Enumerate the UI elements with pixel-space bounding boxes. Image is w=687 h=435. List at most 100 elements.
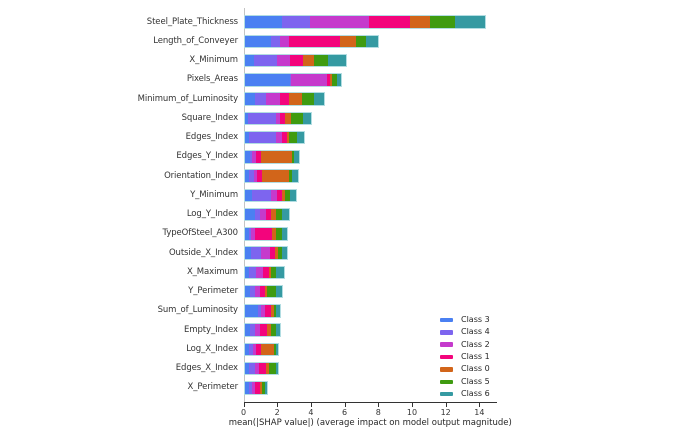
x-tick-label: 14 [474, 407, 485, 417]
bar-segment-class-5 [273, 305, 277, 317]
bar-segment-class-3 [244, 247, 252, 259]
legend-item: Class 5 [440, 377, 490, 387]
legend-swatch-icon [440, 379, 453, 384]
bar-segment-class-3 [244, 228, 249, 240]
bar-segment-class-2 [253, 170, 258, 182]
bar-segment-class-2 [290, 74, 328, 86]
bar-segment-class-3 [244, 285, 250, 298]
bar-segment-class-0 [268, 266, 272, 279]
stacked-bar [243, 362, 280, 376]
bar-segment-class-1 [279, 93, 290, 105]
bar-segment-class-3 [244, 266, 249, 279]
bar-segment-class-1 [369, 16, 410, 28]
stacked-bar [243, 111, 312, 126]
bar-segment-class-1 [258, 362, 266, 375]
bar-segment-class-4 [249, 285, 255, 298]
bar-segment-class-1 [281, 131, 287, 144]
legend-label: Class 4 [461, 327, 490, 337]
bar-segment-class-2 [265, 93, 280, 105]
legend-swatch-icon [440, 367, 453, 372]
bar-segment-class-5 [276, 208, 282, 221]
stacked-bar [243, 381, 269, 395]
x-tick-label: 2 [274, 407, 280, 417]
bar-segment-class-5 [289, 170, 292, 182]
legend-item: Class 4 [440, 327, 490, 337]
bar-segment-class-0 [271, 208, 277, 221]
bar-segment-class-6 [314, 93, 324, 105]
bar-segment-class-2 [252, 382, 256, 394]
feature-label: Edges_Y_Index [176, 151, 238, 162]
bar-segment-class-5 [271, 266, 276, 279]
bar-segment-class-4 [252, 189, 271, 202]
stacked-bar [243, 34, 379, 49]
feature-label: Log_Y_Index [186, 209, 238, 220]
bar-segment-class-6 [275, 266, 285, 279]
bar-segment-class-1 [259, 285, 265, 298]
x-tick-label: 6 [342, 407, 348, 417]
legend-label: Class 5 [461, 376, 490, 386]
bar-segment-class-0 [267, 324, 272, 336]
bar-segment-class-6 [282, 228, 288, 240]
bar-segment-class-4 [253, 54, 278, 67]
bar-segment-class-3 [244, 170, 249, 182]
bar-segment-class-1 [289, 35, 340, 48]
bar-segment-class-6 [264, 382, 268, 394]
bar-segment-class-5 [314, 54, 328, 67]
legend-swatch-icon [440, 317, 453, 323]
bar-segment-class-1 [289, 54, 304, 67]
bar-segment-class-0 [262, 170, 290, 182]
legend-swatch-icon [440, 330, 453, 335]
bar-segment-class-3 [244, 74, 290, 86]
bar-segment-class-1 [269, 247, 275, 259]
stacked-bar [243, 92, 325, 106]
bar-segment-class-5 [289, 131, 297, 144]
legend-label: Class 6 [461, 389, 490, 399]
bar-segment-class-3 [244, 305, 258, 317]
stacked-bar [243, 227, 289, 241]
bar-segment-class-5 [429, 16, 456, 28]
bar-segment-class-5 [276, 228, 283, 240]
bar-segment-class-2 [259, 208, 266, 221]
bar-segment-class-4 [248, 382, 253, 394]
bar-segment-class-1 [263, 266, 269, 279]
bar-segment-class-6 [302, 112, 311, 125]
bar-segment-class-0 [264, 285, 268, 298]
bar-segment-class-2 [251, 228, 255, 240]
feature-label: Empty_Index [184, 324, 238, 335]
bar-segment-class-4 [254, 208, 260, 221]
x-tick [412, 403, 413, 407]
stacked-bar [243, 15, 487, 29]
bar-segment-class-5 [278, 247, 283, 259]
feature-label: Y_Perimeter [188, 286, 238, 297]
feature-label: Log_X_Index [186, 343, 238, 354]
bar-segment-class-6 [327, 54, 346, 67]
bar-segment-class-2 [252, 151, 257, 163]
bar-segment-class-1 [265, 208, 272, 221]
stacked-bar [243, 265, 286, 280]
stacked-bar [243, 169, 299, 183]
bar-segment-class-6 [275, 324, 280, 336]
bar-segment-class-6 [276, 285, 282, 298]
bar-segment-class-5 [273, 343, 276, 356]
bar-segment-class-5 [291, 151, 295, 163]
stacked-bar [243, 342, 280, 357]
bar-segment-class-6 [275, 362, 279, 375]
legend-item: Class 2 [440, 340, 490, 350]
bar-segment-class-2 [255, 324, 260, 336]
feature-label: X_Perimeter [187, 382, 239, 393]
bar-segment-class-3 [244, 93, 256, 105]
bar-segment-class-6 [281, 208, 290, 221]
stacked-bar [243, 130, 306, 145]
bar-segment-class-1 [257, 170, 263, 182]
x-tick [310, 403, 312, 407]
legend-label: Class 2 [461, 339, 490, 349]
bar-segment-class-0 [272, 228, 277, 240]
bar-segment-class-2 [252, 343, 257, 356]
x-tick [479, 403, 481, 407]
bar-segment-class-3 [244, 35, 272, 48]
bar-segment-class-2 [277, 54, 290, 67]
legend-item: Class 3 [440, 315, 490, 325]
bar-segment-class-4 [248, 362, 255, 375]
stacked-bar [243, 246, 288, 260]
bar-segment-class-4 [248, 266, 257, 279]
